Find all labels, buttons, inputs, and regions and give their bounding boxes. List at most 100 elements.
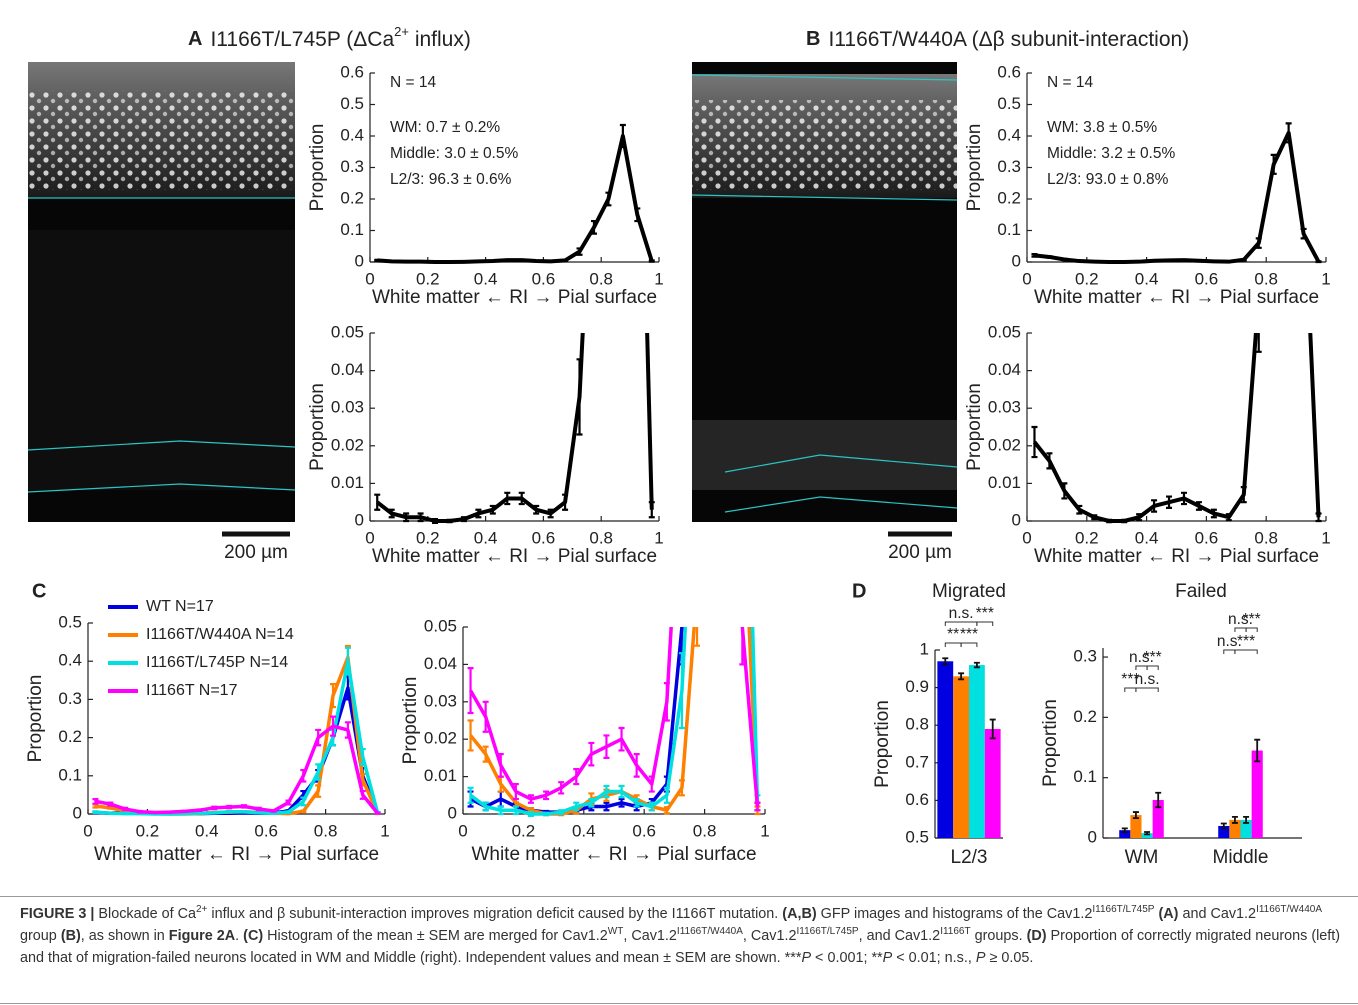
significance-label: *** (1237, 633, 1255, 650)
significance-label: *** (976, 605, 994, 622)
y-tick-label: 0.02 (424, 729, 457, 748)
legend-label: WT N=17 (146, 598, 214, 615)
error-bar (1300, 227, 1307, 240)
caption-text: , and Cav1.2 (858, 928, 941, 944)
x-tick-label: 0 (365, 528, 374, 547)
error-bar (663, 786, 670, 804)
error-bar (300, 768, 307, 783)
panel-title: A I1166T/L745P (ΔCa2+ influx) (188, 24, 471, 51)
series-line (469, 627, 760, 816)
significance-label: *** (1243, 611, 1261, 628)
annotation: WM: 0.7 ± 0.2% (390, 119, 500, 136)
error-bar (576, 358, 583, 436)
x-tick-label: 0.2 (1075, 528, 1099, 547)
error-bar (1180, 491, 1187, 506)
error-bar (618, 784, 625, 799)
y-axis-label: Proportion (1040, 699, 1061, 787)
error-bar (1254, 738, 1261, 763)
error-bar (226, 810, 233, 814)
chart-title: Failed (1175, 581, 1227, 602)
y-tick-label: 0 (355, 510, 364, 529)
significance-label: n.s. (1129, 649, 1154, 666)
bar (1218, 825, 1230, 838)
significance-label: ** (947, 626, 959, 643)
error-bar (1166, 258, 1173, 262)
error-bar (619, 123, 626, 149)
x-tick-label: 0 (83, 821, 92, 840)
significance-label: n.s. (1228, 611, 1253, 628)
x-tick-label: WM (1125, 847, 1159, 868)
caption-text: < 0.01; n.s., (892, 950, 976, 966)
y-tick-label: 0 (1088, 827, 1097, 846)
y-tick-label: 0.04 (424, 654, 457, 673)
error-bar (588, 797, 595, 808)
x-tick-label: 1 (380, 821, 389, 840)
caption-text: (A) (1158, 906, 1179, 922)
caption-text: P (801, 950, 812, 966)
error-bar (482, 745, 489, 763)
y-tick-label: 0.9 (905, 677, 929, 696)
error-bar (590, 219, 597, 235)
chart-title: Migrated (932, 581, 1006, 602)
x-tick-label: 0 (1022, 528, 1031, 547)
annotation: L2/3: 96.3 ± 0.6% (390, 171, 512, 188)
bar (1240, 819, 1252, 838)
error-bar (1155, 791, 1162, 809)
error-bar (603, 784, 610, 799)
error-bar (240, 810, 247, 814)
y-tick-label: 0.2 (1073, 707, 1097, 726)
significance-bracket (1245, 627, 1258, 632)
micrograph-a (27, 62, 296, 537)
figure: 200 µm 200 µm A I1166T/L745P (ΔCa2+ influ… (25, 24, 1331, 868)
y-axis-label: Proportion (872, 700, 893, 788)
significance-bracket (1223, 649, 1236, 654)
error-bar (107, 811, 114, 815)
error-bar (1255, 333, 1262, 353)
error-bar (504, 258, 511, 262)
error-bar (1240, 258, 1247, 262)
error-bar (1121, 827, 1128, 833)
panel-title: B I1166T/W440A (Δβ subunit-interaction) (806, 28, 1189, 51)
caption-text: (B) (60, 928, 81, 944)
error-bar (543, 790, 550, 801)
title-text: I1166T/W440A (Δβ subunit-interaction) (828, 28, 1189, 51)
series-line (469, 627, 760, 807)
bar (953, 676, 969, 838)
y-axis-label: Proportion (307, 124, 328, 212)
error-bar (467, 786, 474, 804)
error-bar (518, 258, 525, 262)
error-bar (1121, 518, 1128, 524)
error-bar (417, 260, 424, 264)
caption-text: group (20, 928, 61, 944)
x-axis-label: White matter ← RI → Pial surface (94, 844, 379, 865)
series-line (469, 627, 760, 816)
error-bar (533, 259, 540, 263)
significance-label: n.s. (1135, 671, 1160, 688)
error-bar (300, 796, 307, 807)
bar (1141, 833, 1153, 838)
error-bar (1031, 253, 1038, 258)
plot-area (374, 333, 655, 524)
caption-text: , Cav1.2 (742, 928, 797, 944)
y-tick-label: 0.1 (58, 765, 82, 784)
x-tick-label: 1 (760, 821, 769, 840)
caption-text: ≥ 0.05. (985, 950, 1034, 966)
x-axis-label: White matter ← RI → Pial surface (1034, 546, 1319, 567)
figure-caption: FIGURE 3 | Blockade of Ca2+ influx and β… (0, 896, 1358, 1004)
error-bar (1076, 259, 1083, 263)
y-tick-label: 0.01 (988, 473, 1021, 492)
error-bar (603, 801, 610, 812)
significance-bracket (1124, 687, 1137, 692)
x-tick-label: 0 (1022, 269, 1031, 288)
panel-label: B (806, 28, 820, 50)
error-bar (151, 810, 158, 814)
x-tick-label: 0.6 (532, 528, 556, 547)
error-bar (754, 801, 761, 812)
x-tick-label: 0.8 (1254, 528, 1278, 547)
significance-bracket (1234, 649, 1258, 654)
error-bar (107, 806, 114, 810)
error-bar (618, 797, 625, 808)
error-bar (648, 775, 655, 793)
error-bar (562, 258, 569, 263)
